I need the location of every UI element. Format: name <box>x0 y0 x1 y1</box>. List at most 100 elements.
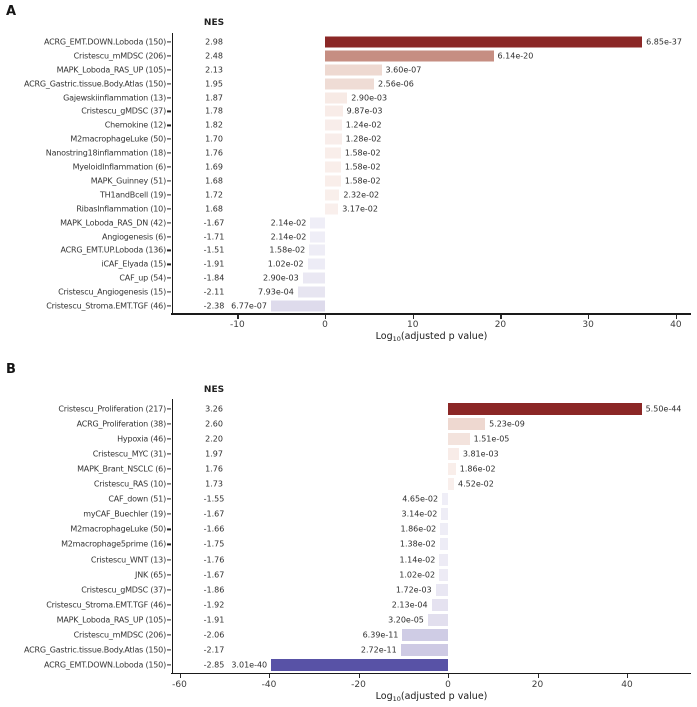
signature-label: M2macrophageLuke (50) <box>70 134 166 144</box>
signature-label: myCAF_Buechler (19) <box>83 509 166 519</box>
y-axis-tick <box>167 83 171 85</box>
y-axis-tick <box>167 513 171 515</box>
p-value-label: 2.56e-06 <box>378 79 414 89</box>
nes-value: 1.97 <box>205 449 223 459</box>
bar <box>435 583 448 596</box>
x-tick-label: -60 <box>172 679 187 690</box>
p-value-label: 7.93e-04 <box>258 287 294 297</box>
nes-value: 1.95 <box>205 79 223 89</box>
x-axis-title: Log10(adjusted p value) <box>172 331 691 343</box>
nes-value: 1.87 <box>205 93 223 103</box>
bar <box>310 231 326 243</box>
signature-label: Cristescu_MYC (31) <box>92 449 166 459</box>
bar-row: CAF_up (54) -1.84 2.90e-03 <box>0 271 697 285</box>
bar <box>325 161 341 173</box>
signature-label: M2macrophageLuke (50) <box>70 524 166 534</box>
bar <box>439 538 448 551</box>
signature-label: ACRG_Gastric.tissue.Body.Atlas (150) <box>24 645 166 655</box>
bar-row: JNK (65) -1.67 1.02e-02 <box>0 567 697 582</box>
x-tick-label: 30 <box>582 320 594 330</box>
signature-label: Cristescu_WNT (13) <box>90 555 166 565</box>
y-axis-tick <box>167 498 171 500</box>
nes-value: -1.91 <box>203 615 225 625</box>
x-axis-tick <box>675 314 678 319</box>
y-axis-tick <box>167 543 171 546</box>
bar <box>439 553 448 566</box>
x-tick-label: 10 <box>406 320 419 330</box>
p-value-label: 3.14e-02 <box>401 509 438 519</box>
y-axis-tick <box>167 208 171 210</box>
x-tick-label: -20 <box>351 679 366 690</box>
signature-label: Cristescu_Stroma.EMT.TGF (46) <box>46 301 166 311</box>
bar-row: Nanostring18inflammation (18) 1.76 1.58e-0… <box>0 146 697 160</box>
p-value-label: 1.72e-03 <box>395 585 432 595</box>
x-axis-tick <box>627 674 629 679</box>
x-axis-tick <box>537 674 539 679</box>
axis-title-prefix: Log <box>375 331 393 342</box>
bar <box>440 523 448 536</box>
x-tick-label: 20 <box>494 320 507 330</box>
bar-row: Cristescu_WNT (13) -1.76 1.14e-02 <box>0 552 697 567</box>
bar <box>402 629 448 642</box>
y-axis-tick <box>167 649 171 651</box>
p-value-label: 1.58e-02 <box>344 176 381 186</box>
axis-title-subscript: 10 <box>392 694 401 703</box>
bar-row: Cristescu_MYC (31) 1.97 3.81e-03 <box>0 446 697 461</box>
bar-row: Chemokine (12) 1.82 1.24e-02 <box>0 118 697 132</box>
nes-value: 1.69 <box>205 162 223 172</box>
signature-label: Cristescu_mMDSC (206) <box>73 630 167 640</box>
y-axis-tick <box>167 222 171 224</box>
p-value-label: 2.90e-03 <box>262 273 299 283</box>
y-axis-tick <box>167 558 171 561</box>
bar-row: ACRG_EMT.DOWN.Loboda (150) -2.85 3.01e-40 <box>0 658 697 673</box>
bar-row: ACRG_Gastric.tissue.Body.Atlas (150) -2.1… <box>0 643 697 658</box>
signature-label: MAPK_Brant_NSCLC (6) <box>77 464 166 474</box>
signature-label: Nanostring18inflammation (18) <box>45 148 166 158</box>
bar-row: ACRG_Gastric.tissue.Body.Atlas (150) 1.95… <box>0 77 697 91</box>
x-tick-label: 0 <box>322 320 328 330</box>
nes-value: -2.38 <box>203 301 225 311</box>
bar <box>309 244 326 256</box>
x-axis-tick <box>412 314 415 319</box>
y-axis-tick <box>167 235 171 238</box>
signature-label: JNK (65) <box>135 570 166 580</box>
signature-label: ACRG_EMT.UP.Loboda (136) <box>60 245 166 255</box>
p-value-label: 3.17e-02 <box>342 204 378 214</box>
p-value-label: 9.87e-03 <box>346 106 383 116</box>
bar-row: Cristescu_RAS (10) 1.73 4.52e-02 <box>0 477 697 492</box>
bar-row: Cristescu_Proliferation (217) 3.26 5.50e-4… <box>0 401 697 416</box>
nes-value: -1.55 <box>203 494 225 504</box>
bar <box>448 462 456 475</box>
y-axis-tick <box>167 180 171 182</box>
p-value-label: 1.28e-02 <box>345 134 382 144</box>
y-axis-tick <box>167 574 171 576</box>
bar-row: MAPK_Guinney (51) 1.68 1.58e-02 <box>0 174 697 188</box>
p-value-label: 2.14e-02 <box>270 218 307 228</box>
signature-label: CAF_down (51) <box>108 494 166 504</box>
bar-row: Cristescu_Angiogenesis (15) -2.11 7.93e-04 <box>0 285 697 299</box>
y-axis-tick <box>167 604 171 606</box>
bar <box>448 447 459 460</box>
nes-value: -1.75 <box>203 539 225 549</box>
bar-row: Angiogenesis (6) -1.71 2.14e-02 <box>0 230 697 244</box>
bar <box>325 147 341 159</box>
bar-row: MAPK_Loboda_RAS_DN (42) -1.67 2.14e-02 <box>0 216 697 230</box>
p-value-label: 2.72e-11 <box>360 645 397 655</box>
y-axis-tick <box>167 96 171 99</box>
y-axis-tick <box>167 166 171 168</box>
bar <box>325 175 341 187</box>
bar <box>270 300 326 312</box>
y-axis-line <box>172 33 174 313</box>
p-value-label: 3.81e-03 <box>462 449 499 459</box>
signature-label: MAPK_Loboda_RAS_UP (105) <box>56 615 167 625</box>
signature-label: Hypoxia (46) <box>117 434 166 444</box>
bar <box>439 568 448 581</box>
p-value-label: 3.20e-05 <box>388 615 424 625</box>
signature-label: TH1andBcell (19) <box>99 190 166 200</box>
nes-value: 1.76 <box>205 148 223 158</box>
y-axis-tick <box>167 291 171 293</box>
bar <box>325 189 340 201</box>
p-value-label: 1.51e-05 <box>473 434 510 444</box>
signature-label: Cristescu_RAS (10) <box>93 479 166 489</box>
y-axis-tick <box>167 664 171 666</box>
